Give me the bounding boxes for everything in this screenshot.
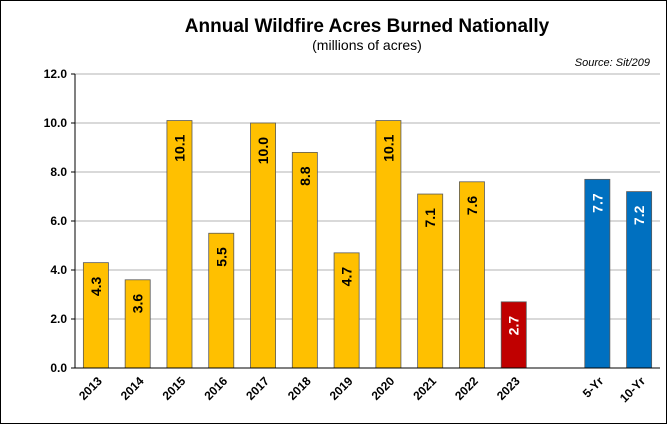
x-tick-label: 10-Yr [617, 374, 648, 405]
chart-title: Annual Wildfire Acres Burned Nationally [185, 16, 550, 37]
x-tick-label: 2019 [327, 374, 356, 403]
x-tick-label: 2020 [369, 374, 398, 403]
source-note: Source: Sit/209 [575, 57, 650, 69]
data-label: 4.7 [339, 267, 355, 287]
x-tick-label: 2021 [410, 374, 439, 403]
chart-subtitle: (millions of acres) [312, 37, 422, 53]
x-tick-label: 5-Yr [580, 374, 607, 401]
bar-2015 [166, 120, 193, 369]
gridlines [75, 73, 660, 320]
bar-2019 [333, 252, 360, 369]
x-tick-label: 2015 [160, 374, 189, 403]
x-tick-label: 2014 [118, 374, 147, 403]
x-tick-label: 2022 [452, 374, 481, 403]
y-tick-label: 10.0 [44, 116, 68, 130]
data-label: 10.1 [171, 134, 187, 161]
bar-2021 [417, 193, 444, 369]
y-tick-label: 2.0 [50, 312, 67, 326]
data-label: 7.2 [631, 205, 647, 225]
x-tick-label: 2018 [285, 374, 314, 403]
bars [82, 120, 653, 369]
bar-2018 [291, 151, 318, 369]
y-tick-label: 8.0 [50, 165, 67, 179]
x-tick-label: 2023 [494, 374, 523, 403]
data-label: 5.5 [213, 247, 229, 267]
data-label: 10.1 [380, 134, 396, 161]
x-tick-label: 2013 [76, 374, 105, 403]
bar-2014 [124, 279, 151, 369]
bar-2023 [500, 301, 527, 369]
bar-2017 [250, 122, 276, 369]
data-labels: 4.3 3.6 10.1 5.5 10.0 8.8 4.7 10.1 7.1 7.6 2.7 7.7 7… [88, 134, 647, 335]
y-tick-label: 6.0 [50, 214, 67, 228]
data-label: 4.3 [88, 276, 104, 296]
data-label: 7.6 [464, 196, 480, 216]
y-tick-label: 12.0 [44, 67, 68, 81]
y-tick-label: 0.0 [50, 361, 67, 375]
bar-2020 [375, 120, 402, 369]
data-label: 7.1 [422, 208, 438, 228]
data-label: 2.7 [506, 316, 522, 336]
y-tick-label: 4.0 [50, 263, 67, 277]
bar-10-Yr [626, 191, 653, 369]
x-tick-label: 2017 [243, 374, 272, 403]
y-axis: 0.0 2.0 4.0 6.0 8.0 10.0 12.0 [44, 67, 76, 375]
x-tick-label: 2016 [201, 374, 230, 403]
data-label: 7.7 [589, 193, 605, 213]
data-label: 3.6 [130, 294, 146, 314]
bar-5-Yr [584, 178, 611, 369]
bar-2016 [208, 232, 235, 369]
x-axis: 2013 2014 2015 2016 2017 2018 2019 2020 2021 2022… [75, 367, 660, 405]
data-label: 10.0 [255, 137, 271, 164]
data-label: 8.8 [297, 166, 313, 186]
